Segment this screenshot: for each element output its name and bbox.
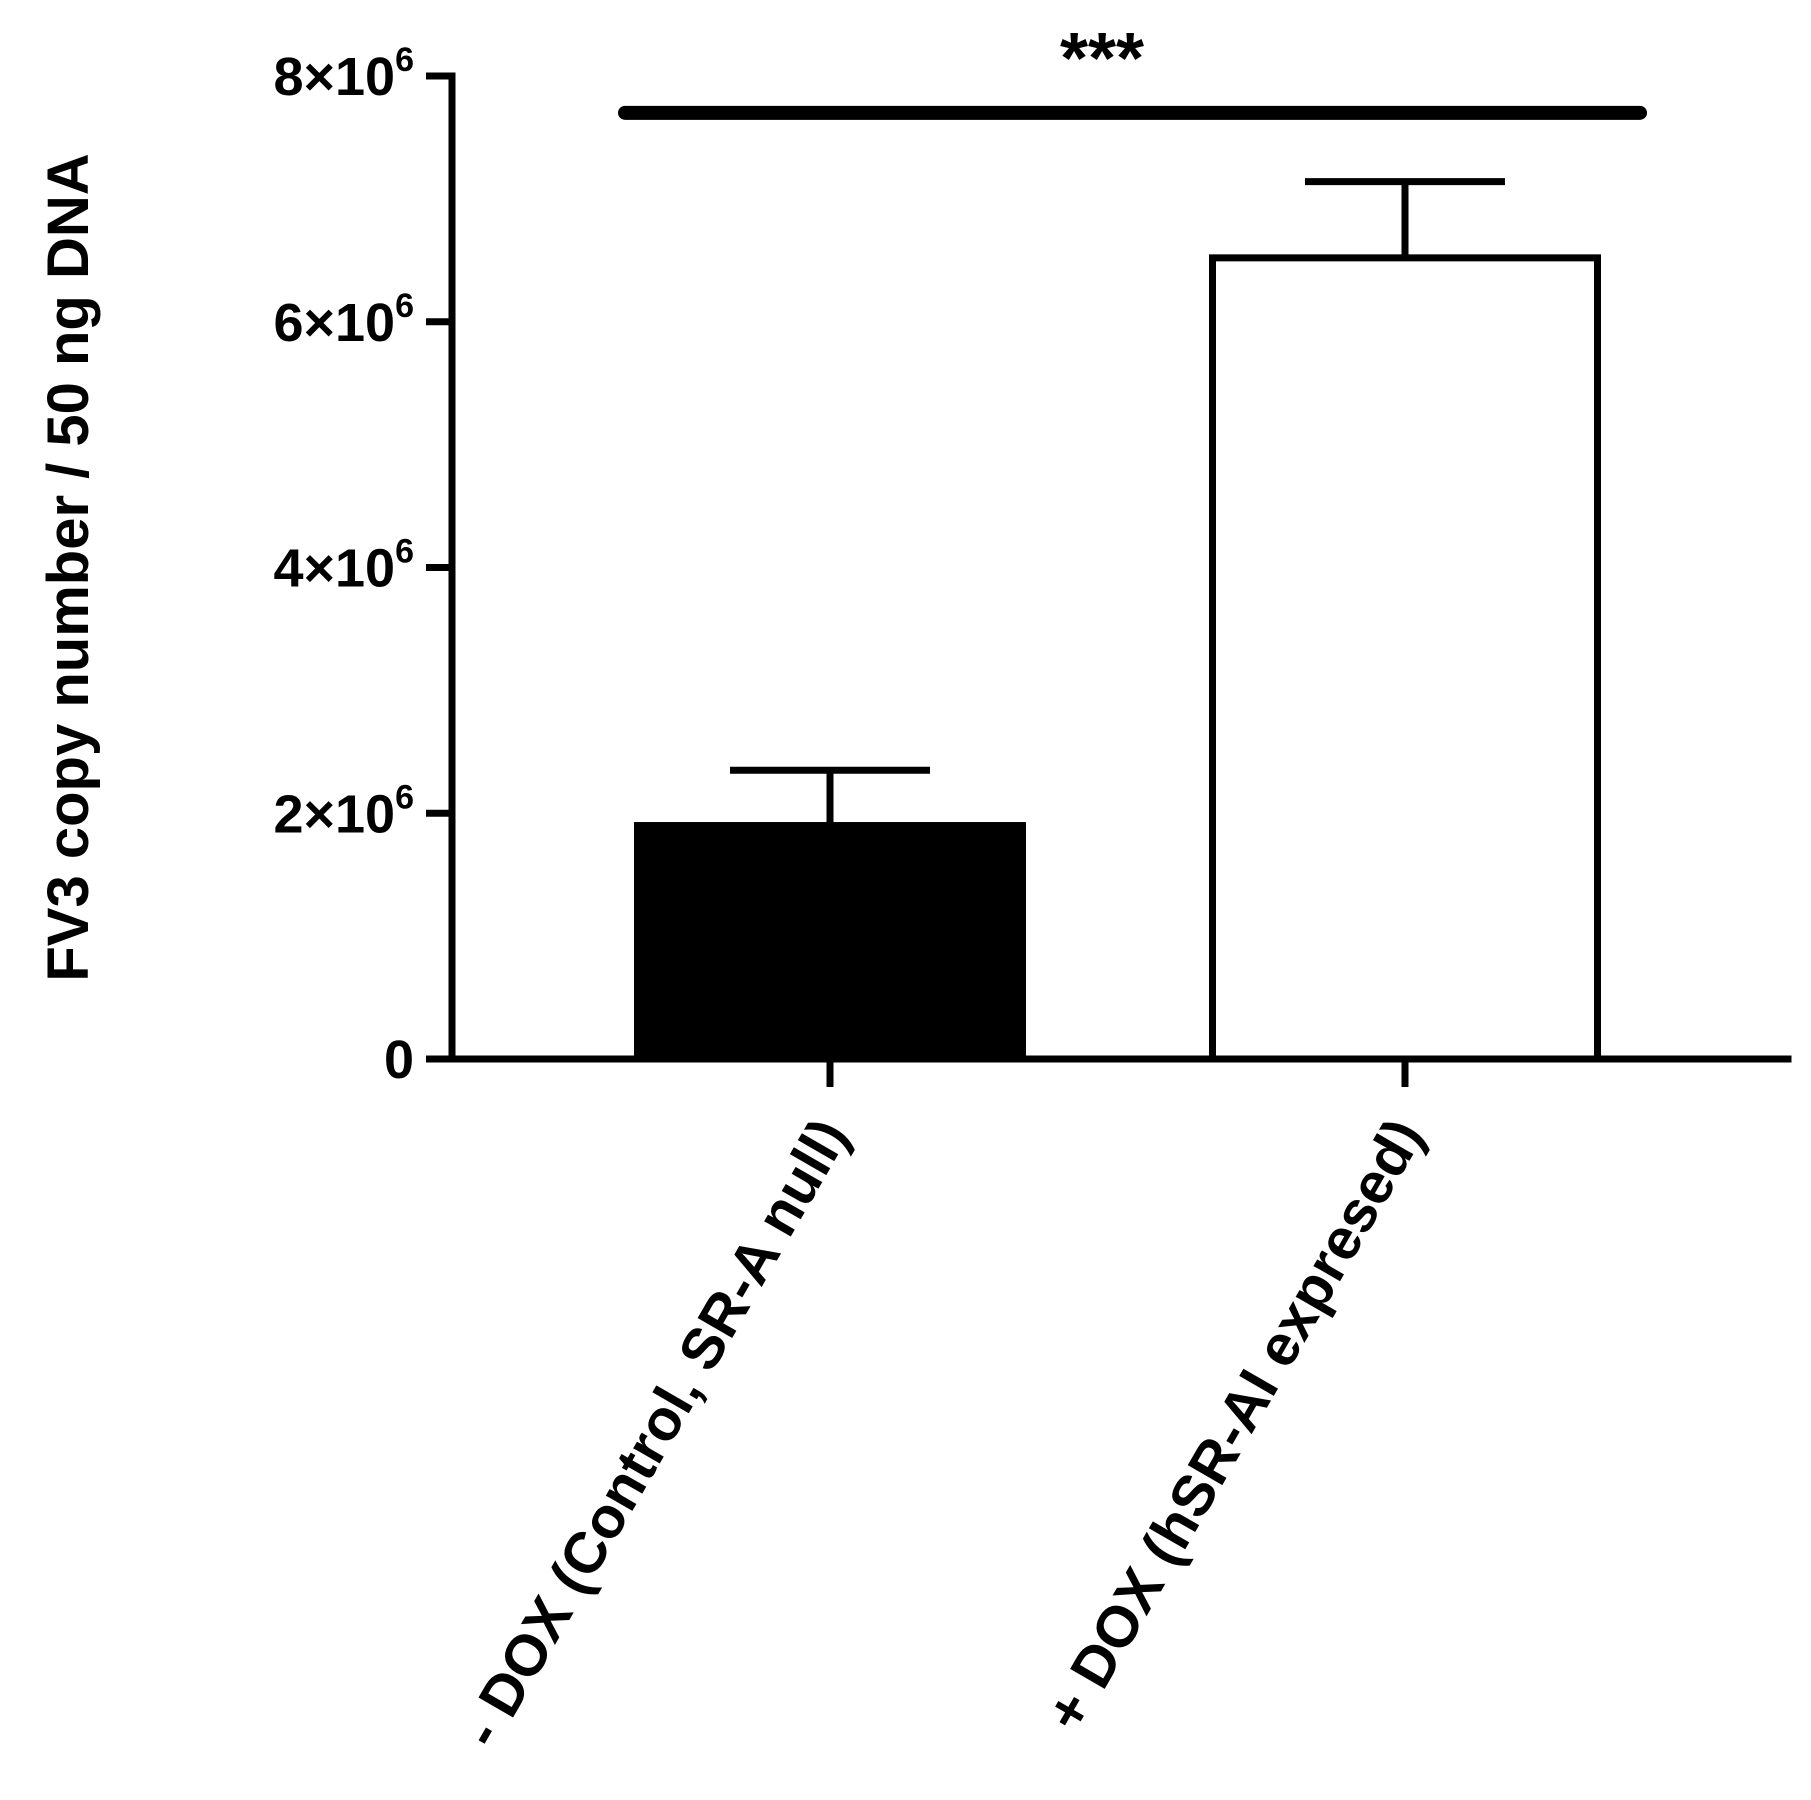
y-axis-title: FV3 copy number / 50 ng DNA xyxy=(36,153,101,981)
significance-annotation: *** xyxy=(618,19,1647,120)
category-label: + DOX (hSR-AI expresed) xyxy=(1033,1108,1437,1742)
bar xyxy=(634,822,1026,1063)
bars xyxy=(634,254,1601,1063)
significance-label: *** xyxy=(1060,19,1144,99)
category-labels: - DOX (Control, SR-A null) + DOX (hSR-AI … xyxy=(448,1108,1436,1758)
bar xyxy=(1209,254,1601,1063)
y-tick-label: 0 xyxy=(384,1030,414,1090)
error-bars xyxy=(730,178,1505,826)
x-axis-ticks xyxy=(826,1059,1409,1087)
y-tick-label: 6×106 xyxy=(273,287,414,353)
y-tick-label: 8×106 xyxy=(273,41,414,107)
axes xyxy=(448,72,1792,1063)
category-label: - DOX (Control, SR-A null) xyxy=(448,1108,861,1758)
y-tick-label: 4×106 xyxy=(273,533,414,599)
y-axis-ticks: 0 2×106 4×106 6×106 8×106 xyxy=(273,41,452,1090)
y-tick-label: 2×106 xyxy=(273,778,414,844)
